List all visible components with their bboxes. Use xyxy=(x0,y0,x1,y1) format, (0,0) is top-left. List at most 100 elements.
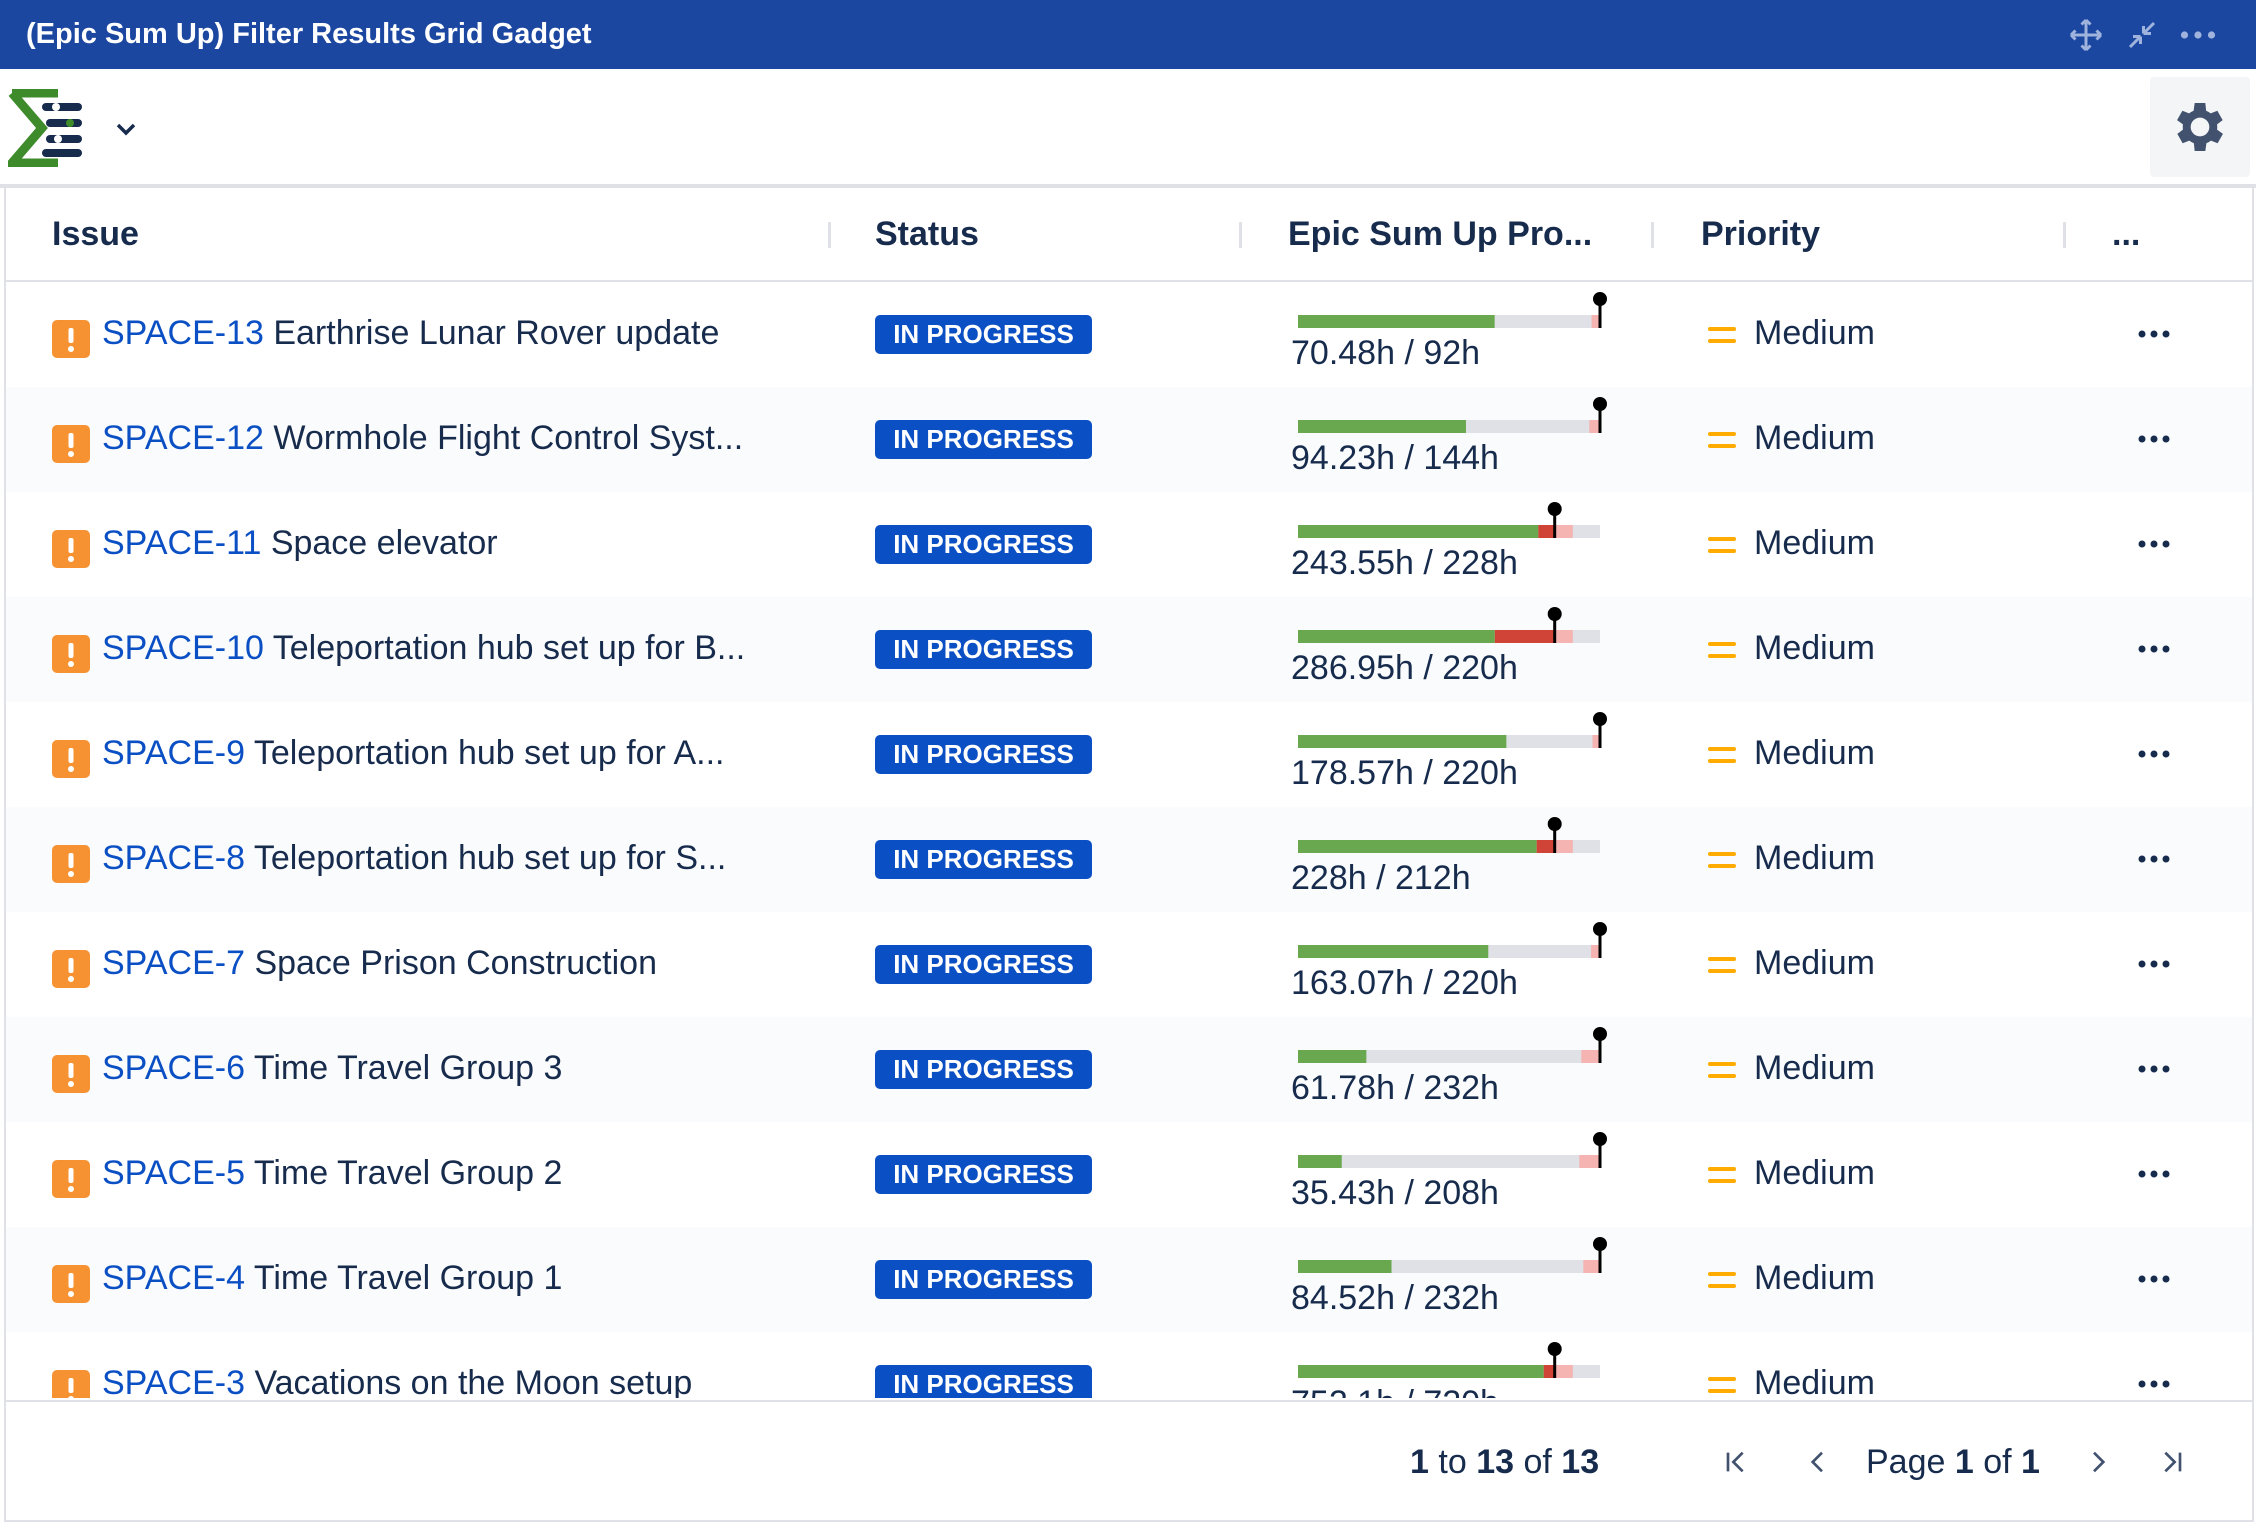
issue-type-icon xyxy=(52,530,90,568)
priority: Medium xyxy=(1754,839,1875,877)
progress-part xyxy=(1298,840,1537,853)
progress-part xyxy=(1547,817,1562,831)
progress-bar xyxy=(1298,1027,1607,1063)
issue-key[interactable]: SPACE-8 xyxy=(102,839,245,877)
issue-key[interactable]: SPACE-7 xyxy=(102,944,245,982)
issue-row: SPACE-11 Space elevator IN PROGRESS 243.55… xyxy=(6,492,2252,597)
progress-text: 286.95h / 220h xyxy=(1291,649,1518,687)
issue-key[interactable]: SPACE-4 xyxy=(102,1259,245,1297)
issue-summary[interactable]: Vacations on the Moon setup xyxy=(254,1364,693,1398)
progress-part xyxy=(1593,922,1607,936)
progress-part xyxy=(1298,1260,1392,1273)
issue-key[interactable]: SPACE-3 xyxy=(102,1364,245,1398)
issue-key[interactable]: SPACE-5 xyxy=(102,1154,245,1192)
issue-cell: SPACE-6 Time Travel Group 3 xyxy=(102,1049,562,1088)
page-count: 1 xyxy=(2021,1443,2040,1481)
priority-icon xyxy=(1708,744,1736,768)
row-actions[interactable] xyxy=(2136,954,2176,974)
issue-key[interactable]: SPACE-10 xyxy=(102,629,264,667)
issue-type-icon xyxy=(52,845,90,883)
row-actions[interactable] xyxy=(2136,1269,2176,1289)
row-actions[interactable] xyxy=(2136,1059,2176,1079)
issue-row: SPACE-9 Teleportation hub set up for A..… xyxy=(6,702,2252,807)
move-icon[interactable] xyxy=(2068,17,2104,53)
last-page[interactable] xyxy=(2156,1446,2188,1478)
issue-cell: SPACE-7 Space Prison Construction xyxy=(102,944,657,983)
status-badge: IN PROGRESS xyxy=(875,840,1092,879)
issue-summary[interactable]: Time Travel Group 2 xyxy=(253,1154,563,1192)
priority-icon xyxy=(1708,429,1736,453)
priority-icon xyxy=(1708,1059,1736,1083)
more-icon[interactable] xyxy=(2178,17,2218,53)
column-separator xyxy=(2063,222,2066,248)
range-to: 13 xyxy=(1476,1443,1515,1481)
issue-summary[interactable]: Teleportation hub set up for S... xyxy=(253,839,727,877)
progress-part xyxy=(1547,502,1562,516)
progress-bar xyxy=(1298,817,1600,853)
issue-type-icon xyxy=(52,635,90,673)
range-of-word: of xyxy=(1523,1443,1552,1481)
row-actions[interactable] xyxy=(2136,534,2176,554)
row-actions[interactable] xyxy=(2136,429,2176,449)
progress-part xyxy=(1554,840,1573,853)
row-actions[interactable] xyxy=(2136,849,2176,869)
progress-part xyxy=(1298,1050,1600,1063)
issue-key[interactable]: SPACE-6 xyxy=(102,1049,245,1087)
progress-part xyxy=(1298,630,1495,643)
prev-page[interactable] xyxy=(1802,1446,1834,1478)
row-actions[interactable] xyxy=(2136,744,2176,764)
priority-icon xyxy=(1708,1269,1736,1293)
progress-part xyxy=(1583,1260,1600,1273)
page-text: Page 1 of 1 xyxy=(1866,1402,2040,1522)
progress-bar xyxy=(1298,607,1600,643)
priority: Medium xyxy=(1754,629,1875,667)
status-badge: IN PROGRESS xyxy=(875,1365,1092,1398)
page-number: 1 xyxy=(1954,1443,1974,1481)
issue-key[interactable]: SPACE-9 xyxy=(102,734,245,772)
issue-cell: SPACE-8 Teleportation hub set up for S..… xyxy=(102,839,726,878)
next-page[interactable] xyxy=(2082,1446,2114,1478)
progress-text: 752.1h / 720h xyxy=(1291,1384,1499,1398)
row-actions[interactable] xyxy=(2136,1374,2176,1394)
app-logo[interactable] xyxy=(8,89,88,167)
issue-row: SPACE-8 Teleportation hub set up for S..… xyxy=(6,807,2252,912)
progress-part xyxy=(1298,1365,1544,1378)
row-actions[interactable] xyxy=(2136,639,2176,659)
row-actions[interactable] xyxy=(2136,324,2176,344)
issue-key[interactable]: SPACE-12 xyxy=(102,419,264,457)
progress-part xyxy=(1536,840,1555,853)
column-header[interactable]: Issue xyxy=(52,215,139,253)
issue-summary[interactable]: Space elevator xyxy=(270,524,498,562)
first-page[interactable] xyxy=(1720,1446,1752,1478)
issue-key[interactable]: SPACE-11 xyxy=(102,524,262,562)
page-of-word: of xyxy=(1983,1443,2012,1481)
progress-text: 35.43h / 208h xyxy=(1291,1174,1499,1212)
issue-summary[interactable]: Time Travel Group 1 xyxy=(253,1259,563,1297)
issue-summary[interactable]: Teleportation hub set up for B... xyxy=(272,629,746,667)
priority-icon xyxy=(1708,534,1736,558)
column-header[interactable]: Epic Sum Up Pro... xyxy=(1288,215,1593,253)
issue-key[interactable]: SPACE-13 xyxy=(102,314,264,352)
column-header[interactable]: Status xyxy=(875,215,979,253)
progress-text: 228h / 212h xyxy=(1291,859,1471,897)
issue-type-icon xyxy=(52,1265,90,1303)
minimize-icon[interactable] xyxy=(2124,17,2160,53)
issue-summary[interactable]: Wormhole Flight Control Syst... xyxy=(273,419,744,457)
status-badge: IN PROGRESS xyxy=(875,525,1092,564)
issue-summary[interactable]: Teleportation hub set up for A... xyxy=(253,734,725,772)
issue-summary[interactable]: Space Prison Construction xyxy=(254,944,657,982)
settings-button[interactable] xyxy=(2150,77,2250,177)
row-actions[interactable] xyxy=(2136,1164,2176,1184)
progress-part xyxy=(1593,1027,1607,1041)
range-to-word: to xyxy=(1438,1443,1467,1481)
progress-text: 61.78h / 232h xyxy=(1291,1069,1499,1107)
issue-summary[interactable]: Time Travel Group 3 xyxy=(253,1049,563,1087)
column-header[interactable]: Priority xyxy=(1701,215,1821,253)
column-header[interactable]: ... xyxy=(2112,215,2141,253)
progress-text: 84.52h / 232h xyxy=(1291,1279,1499,1317)
dropdown-chevron[interactable] xyxy=(112,117,140,141)
column-separator xyxy=(1239,222,1242,248)
issue-type-icon xyxy=(52,950,90,988)
status-badge: IN PROGRESS xyxy=(875,420,1092,459)
issue-summary[interactable]: Earthrise Lunar Rover update xyxy=(273,314,720,352)
